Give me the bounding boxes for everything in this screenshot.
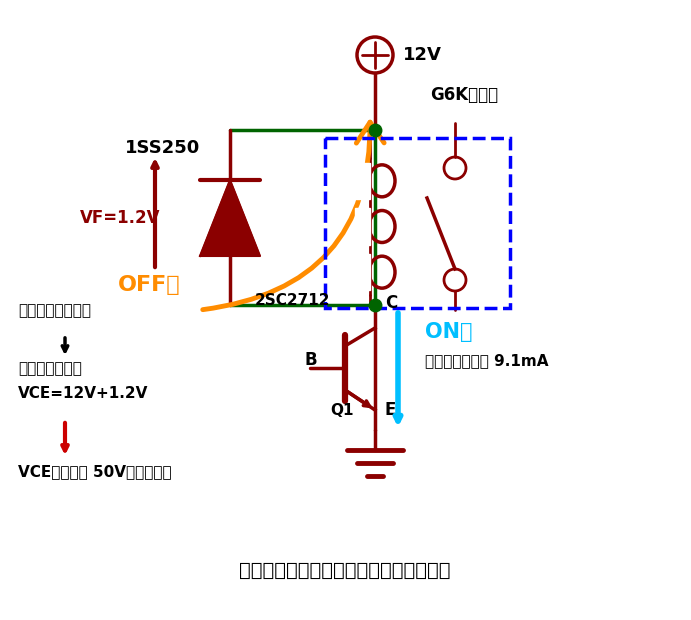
Polygon shape <box>200 180 260 256</box>
Bar <box>355 254 370 290</box>
Bar <box>325 138 510 308</box>
Text: G6Kリレー: G6Kリレー <box>430 86 498 104</box>
Bar <box>355 208 370 245</box>
Bar <box>355 162 370 199</box>
Text: ON時: ON時 <box>425 322 473 342</box>
Text: 逆起電圧を抑制: 逆起電圧を抑制 <box>18 361 82 376</box>
Text: B: B <box>305 351 318 369</box>
Text: 2SC2712: 2SC2712 <box>255 293 330 308</box>
Text: VF=1.2V: VF=1.2V <box>80 209 160 227</box>
Text: VCE最大定格 50V以内になる: VCE最大定格 50V以内になる <box>18 464 171 479</box>
Text: VCE=12V+1.2V: VCE=12V+1.2V <box>18 386 149 401</box>
Text: コイル定格電流 9.1mA: コイル定格電流 9.1mA <box>425 353 549 368</box>
Text: 電流を即断しない: 電流を即断しない <box>18 303 91 318</box>
Text: 12V: 12V <box>403 46 442 64</box>
Text: OFF時: OFF時 <box>118 275 180 295</box>
Text: E: E <box>385 401 397 419</box>
FancyArrowPatch shape <box>202 122 384 309</box>
Text: Q1: Q1 <box>330 403 354 418</box>
Text: 1SS250: 1SS250 <box>125 139 200 157</box>
Text: リレーコイルによる逆起電圧からの保護: リレーコイルによる逆起電圧からの保護 <box>239 560 451 580</box>
Text: C: C <box>385 294 397 312</box>
